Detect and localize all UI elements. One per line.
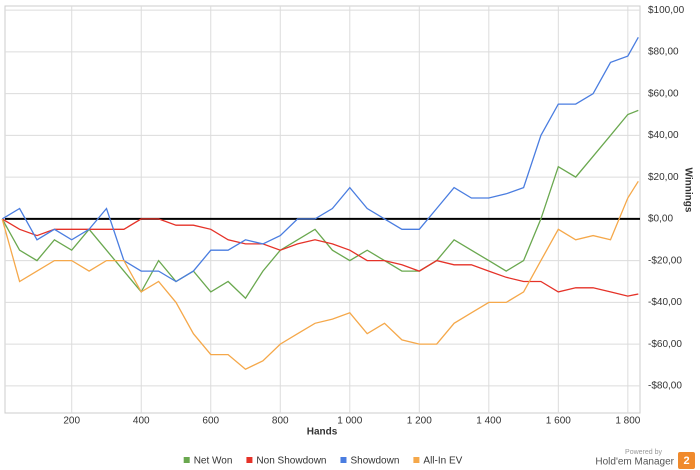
legend-swatch xyxy=(246,457,253,463)
x-tick-label: 800 xyxy=(272,416,289,427)
legend: Net Won Non Showdown Showdown All-In EV xyxy=(183,456,463,467)
legend-swatch xyxy=(183,457,190,463)
y-tick-label: $80,00 xyxy=(648,47,679,58)
x-tick-label: 400 xyxy=(133,416,150,427)
legend-label: Non Showdown xyxy=(256,456,326,467)
series-line xyxy=(1,109,639,300)
series-line xyxy=(1,36,639,283)
y-tick-label: $40,00 xyxy=(648,130,679,141)
legend-swatch xyxy=(413,457,420,463)
y-tick-label: -$40,00 xyxy=(648,297,682,308)
brand-logo-bg xyxy=(678,452,695,469)
plot-area xyxy=(4,5,641,414)
y-tick-label: $20,00 xyxy=(648,172,679,183)
x-tick-label: 600 xyxy=(202,416,219,427)
x-tick-label: 1 800 xyxy=(615,416,640,427)
brand-caption: Powered by xyxy=(625,449,662,456)
y-tick-label: -$20,00 xyxy=(648,255,682,266)
series-line xyxy=(1,218,639,297)
legend-label: All-In EV xyxy=(423,456,462,467)
y-tick-label: $100,00 xyxy=(648,5,685,16)
x-tick-label: 1 600 xyxy=(546,416,571,427)
y-tick-label: -$80,00 xyxy=(648,381,682,392)
y-axis-title: Winnings xyxy=(682,168,693,213)
legend-swatch xyxy=(340,457,347,463)
x-axis-title: Hands xyxy=(307,427,338,438)
brand-name: Hold'em Manager xyxy=(595,457,674,468)
series-line xyxy=(1,180,639,370)
x-tick-label: 1 200 xyxy=(407,416,432,427)
x-tick-label: 200 xyxy=(63,416,80,427)
grid xyxy=(4,5,641,414)
x-tick-label: 1 400 xyxy=(476,416,501,427)
y-tick-label: $0,00 xyxy=(648,214,673,225)
y-tick-label: -$60,00 xyxy=(648,339,682,350)
legend-label: Net Won xyxy=(194,456,233,467)
legend-label: Showdown xyxy=(350,456,399,467)
brand-logo: 2 xyxy=(683,455,689,467)
x-tick-label: 1 000 xyxy=(337,416,362,427)
y-tick-label: $60,00 xyxy=(648,88,679,99)
